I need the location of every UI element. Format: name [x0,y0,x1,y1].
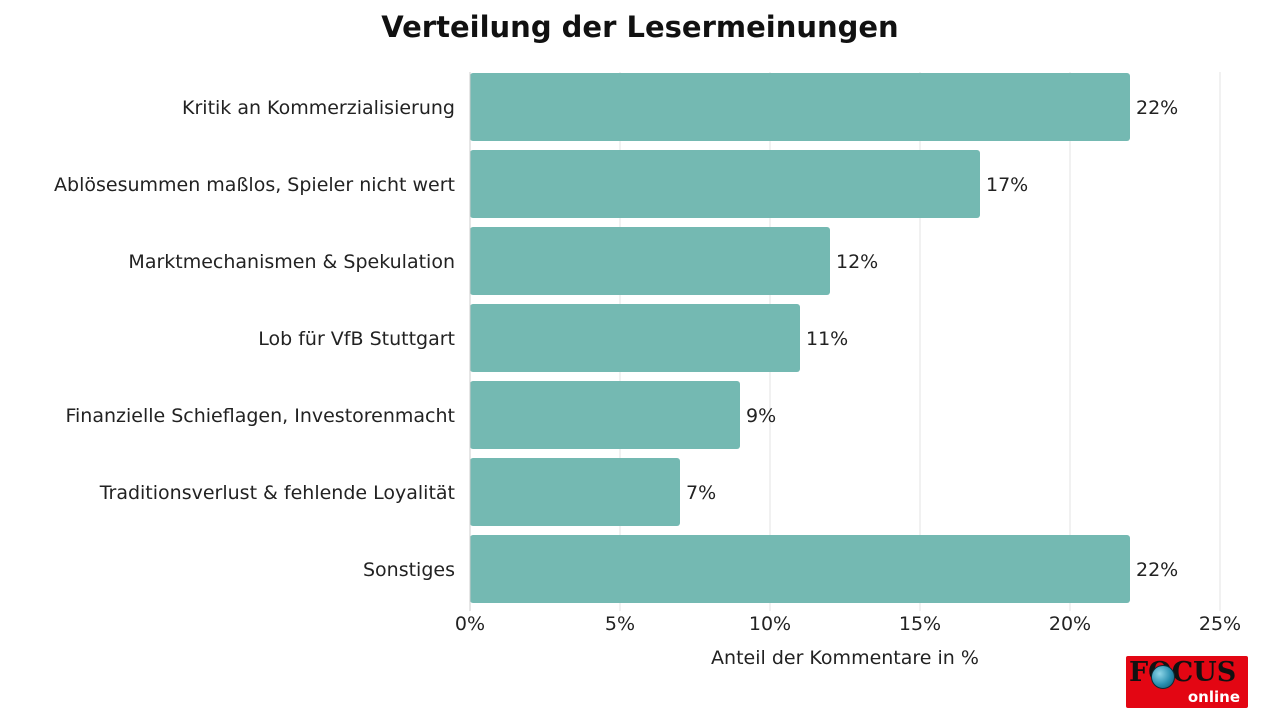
focus-online-logo: FOCUS online [1126,656,1248,708]
chart-title: Verteilung der Lesermeinungen [381,10,899,44]
value-label-4: 11% [806,328,848,350]
bar-7 [470,535,1130,603]
value-label-3: 12% [836,251,878,273]
x-tick-label-5: 25% [1199,613,1241,635]
logo-brand-text: FOCUS [1129,657,1237,688]
value-label-7: 22% [1136,559,1178,581]
category-label-1: Kritik an Kommerzialisierung [182,97,455,119]
category-label-2: Ablösesummen maßlos, Spieler nicht wert [54,174,455,196]
bar-4 [470,304,800,372]
globe-icon [1151,665,1175,689]
x-tick-label-3: 15% [899,613,941,635]
x-tick-label-4: 20% [1049,613,1091,635]
category-label-7: Sonstiges [363,559,455,581]
bar-3 [470,227,830,295]
x-tick-label-1: 5% [605,613,635,635]
x-tick-label-0: 0% [455,613,485,635]
bar-5 [470,381,740,449]
value-label-2: 17% [986,174,1028,196]
category-label-6: Traditionsverlust & fehlende Loyalität [99,482,455,504]
bar-6 [470,458,680,526]
value-label-5: 9% [746,405,776,427]
category-label-3: Marktmechanismen & Spekulation [128,251,455,273]
x-axis-label: Anteil der Kommentare in % [711,647,979,669]
x-tick-label-2: 10% [749,613,791,635]
logo-sub-text: online [1187,688,1240,706]
bar-2 [470,150,980,218]
category-label-4: Lob für VfB Stuttgart [258,328,455,350]
value-label-1: 22% [1136,97,1178,119]
category-label-5: Finanzielle Schieflagen, Investorenmacht [65,405,455,427]
bar-1 [470,73,1130,141]
value-label-6: 7% [686,482,716,504]
